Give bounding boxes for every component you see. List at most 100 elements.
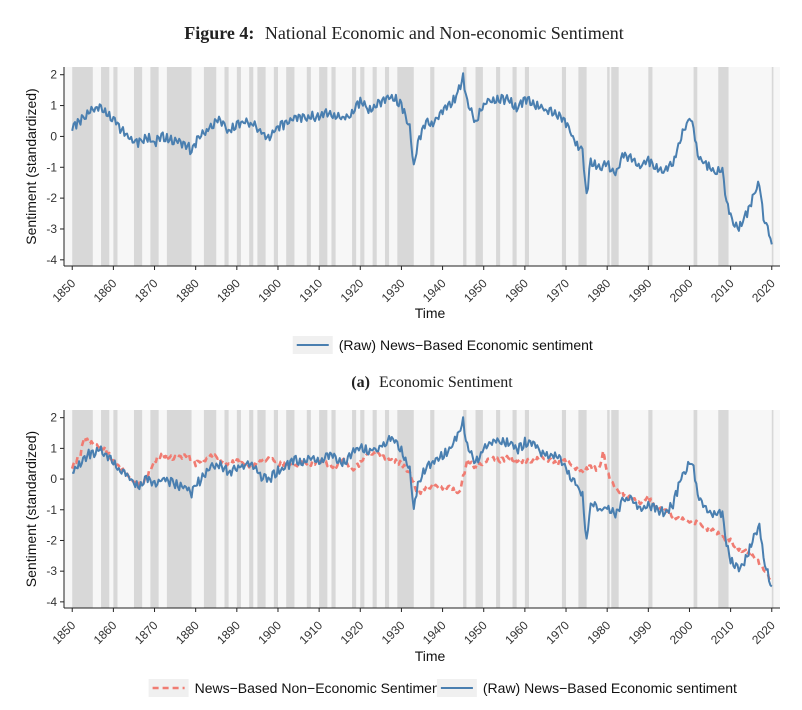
series-lines: [71, 72, 773, 245]
recession-band: [331, 67, 336, 266]
y-tick-label: -4: [46, 595, 57, 609]
figure-title-text: National Economic and Non-economic Senti…: [265, 23, 624, 43]
recession-band: [113, 67, 118, 266]
recession-band: [133, 67, 143, 266]
x-tick-label: 1850: [50, 618, 79, 647]
x-tick-label: 1880: [173, 618, 202, 647]
x-tick-label: 1910: [296, 618, 325, 647]
y-tick-label: 2: [50, 68, 57, 82]
x-tick-label: 1910: [296, 276, 325, 305]
recession-band: [496, 410, 501, 608]
recession-band: [273, 67, 278, 266]
x-tick-label: 1930: [379, 276, 408, 305]
y-tick-label: -3: [46, 564, 57, 578]
x-tick-label: 1870: [132, 276, 161, 305]
recession-band: [72, 410, 93, 608]
recession-band: [372, 410, 377, 608]
recession-band: [360, 67, 365, 266]
y-tick-label: 2: [50, 411, 57, 425]
recession-band: [133, 410, 143, 608]
x-tick-label: 1940: [420, 276, 449, 305]
caption-text: Economic Sentiment: [379, 374, 513, 391]
y-tick-label: -4: [46, 253, 57, 267]
legend: News−Based Non−Economic Sentiment (Raw) N…: [148, 679, 737, 697]
recession-band: [430, 410, 435, 608]
recession-band: [101, 67, 110, 266]
x-tick-label: 1850: [50, 276, 79, 305]
x-tick-label: 1950: [461, 276, 490, 305]
x-tick-label: 1870: [132, 618, 161, 647]
legend-label: (Raw) News−Based Economic sentiment: [483, 680, 737, 696]
recession-band: [352, 410, 357, 608]
recession-band: [306, 410, 311, 608]
y-tick-label: 0: [50, 129, 57, 143]
panel-economic-sentiment: -4 -3 -2 -1 0 1 2 1850 1860 1870 1880 1890 1900 1910 1…: [23, 67, 780, 354]
recession-band: [524, 67, 529, 266]
recession-band: [384, 410, 390, 608]
caption-label: (a): [351, 374, 370, 391]
recession-band: [397, 410, 414, 608]
recession-band: [611, 67, 619, 266]
x-tick-label: 1890: [214, 618, 243, 647]
recession-band: [360, 410, 365, 608]
y-tick-label: -1: [46, 160, 57, 174]
recession-shading: [72, 67, 774, 266]
recession-band: [224, 410, 229, 608]
recession-band: [166, 410, 192, 608]
recession-band: [257, 410, 266, 608]
x-tick-label: 1990: [626, 276, 655, 305]
x-tick-label: 1990: [626, 618, 655, 647]
x-tick-label: 1920: [338, 618, 367, 647]
series-line-economic: [72, 416, 773, 588]
y-tick-label: -2: [46, 533, 57, 547]
x-tick-label: 1970: [543, 618, 572, 647]
x-tick-label: 2000: [667, 276, 696, 305]
x-tick-label: 1890: [214, 276, 243, 305]
recession-band: [249, 67, 254, 266]
recession-band: [693, 410, 698, 608]
recession-band: [693, 67, 698, 266]
recession-band: [306, 67, 311, 266]
x-tick-label: 2010: [708, 618, 737, 647]
panel-economic-vs-noneconomic: -4 -3 -2 -1 0 1 2 1850 1860 1870 1880 1890 1900 1910 1…: [23, 410, 780, 697]
recession-band: [475, 67, 483, 266]
x-tick-label: 2000: [667, 618, 696, 647]
recession-band: [384, 67, 390, 266]
y-tick-label: 1: [50, 99, 57, 113]
recession-band: [578, 67, 587, 266]
legend: (Raw) News−Based Economic sentiment: [292, 336, 593, 354]
recession-band: [286, 67, 295, 266]
recession-band: [496, 67, 501, 266]
recession-band: [113, 410, 118, 608]
figure-title: Figure 4: National Economic and Non-econ…: [184, 23, 624, 43]
recession-band: [512, 410, 517, 608]
recession-band: [257, 67, 266, 266]
recession-band: [718, 410, 729, 608]
recession-band: [512, 67, 517, 266]
recession-band: [771, 67, 774, 266]
x-axis-label: Time: [415, 305, 446, 321]
recession-band: [561, 410, 567, 608]
x-tick-label: 1900: [255, 618, 284, 647]
recession-band: [718, 67, 729, 266]
recession-band: [286, 410, 295, 608]
x-axis-label: Time: [415, 648, 446, 664]
recession-band: [236, 410, 241, 608]
recession-band: [463, 410, 467, 608]
x-tick-label: 1920: [338, 276, 367, 305]
y-axis-label: Sentiment (standardized): [23, 431, 39, 587]
x-tick-label: 1980: [585, 276, 614, 305]
y-tick-label: -2: [46, 191, 57, 205]
recession-band: [72, 67, 93, 266]
recession-band: [611, 410, 619, 608]
x-tick-label: 1970: [543, 276, 572, 305]
x-tick-label: 1960: [502, 276, 531, 305]
recession-band: [249, 410, 254, 608]
recession-band: [578, 410, 587, 608]
recession-band: [203, 67, 217, 266]
recession-band: [319, 410, 328, 608]
recession-band: [524, 410, 529, 608]
recession-shading: [72, 410, 774, 608]
y-tick-label: -3: [46, 222, 57, 236]
